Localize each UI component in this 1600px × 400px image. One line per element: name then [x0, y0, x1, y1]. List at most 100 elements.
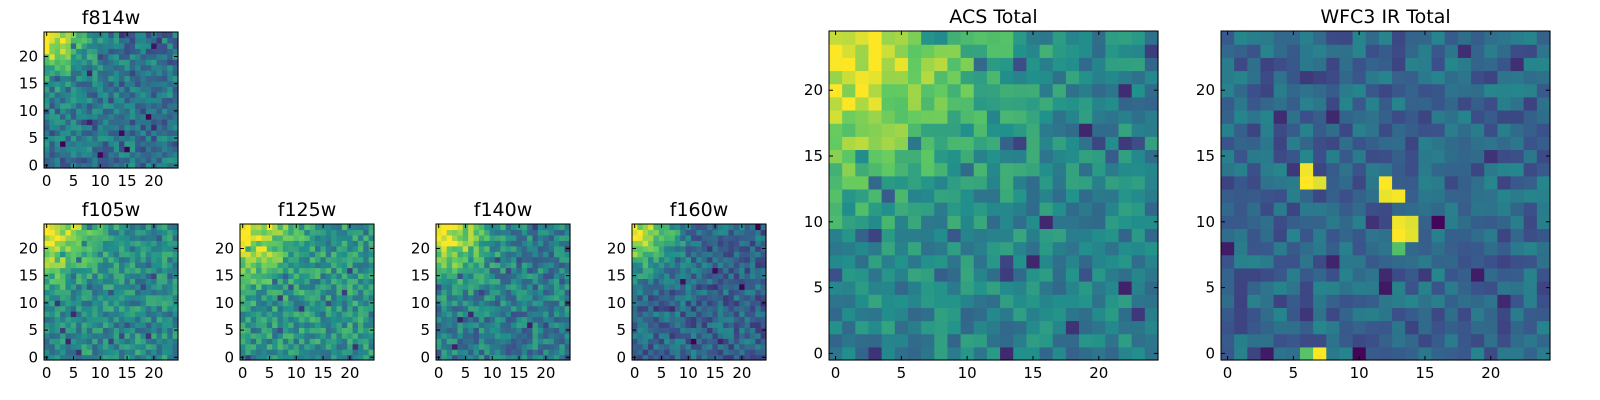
heatmap-cell — [140, 124, 147, 131]
heatmap-cell — [1392, 333, 1406, 348]
heatmap-cell — [145, 151, 152, 158]
heatmap-cell — [76, 102, 83, 109]
heatmap-cell — [135, 75, 142, 82]
heatmap-cell — [76, 267, 83, 274]
heatmap-cell — [894, 254, 909, 269]
heatmap-cell — [92, 332, 99, 339]
heatmap-cell — [336, 343, 343, 350]
heatmap-cell — [632, 234, 638, 241]
heatmap-cell — [532, 305, 539, 312]
heatmap-cell — [1536, 162, 1551, 177]
heatmap-cell — [1339, 136, 1354, 151]
heatmap-cell — [457, 278, 464, 285]
heatmap-cell — [140, 64, 147, 71]
heatmap-cell — [161, 146, 168, 153]
heatmap-cell — [1339, 123, 1354, 137]
heatmap-cell — [1339, 307, 1354, 322]
heatmap-cell — [156, 119, 163, 126]
heatmap-cell — [113, 278, 120, 285]
heatmap-cell — [304, 278, 311, 285]
heatmap-cell — [842, 83, 856, 98]
heatmap-cell — [245, 283, 252, 290]
heatmap-cell — [54, 91, 61, 98]
heatmap-cell — [309, 283, 316, 290]
heatmap-cell — [1299, 136, 1314, 151]
heatmap-cell — [452, 240, 459, 247]
heatmap-cell — [49, 245, 56, 252]
heatmap-cell — [54, 311, 61, 318]
heatmap-cell — [881, 149, 896, 164]
heatmap-cell — [1052, 333, 1067, 348]
heatmap-cell — [282, 256, 289, 263]
heatmap-cell — [1536, 57, 1551, 72]
heatmap-cell — [521, 229, 528, 236]
heatmap-cell — [44, 240, 50, 247]
heatmap-cell — [145, 75, 152, 82]
heatmap-cell — [441, 262, 448, 269]
heatmap-cell — [505, 289, 512, 296]
heatmap-cell — [1013, 96, 1027, 111]
heatmap-cell — [500, 289, 507, 296]
heatmap-cell — [1418, 123, 1433, 137]
heatmap-cell — [54, 294, 61, 301]
heatmap-cell — [1352, 70, 1367, 85]
heatmap-cell — [161, 327, 168, 334]
heatmap-cell — [723, 294, 730, 301]
heatmap-cell — [156, 162, 163, 169]
heatmap-cell — [516, 234, 523, 241]
heatmap-cell — [868, 44, 883, 58]
heatmap-cell — [102, 140, 109, 147]
heatmap-cell — [320, 343, 327, 350]
heatmap-cell — [1444, 281, 1459, 295]
heatmap-cell — [1536, 31, 1551, 45]
heatmap-cell — [947, 109, 962, 124]
heatmap-cell — [473, 234, 480, 241]
heatmap-cell — [92, 146, 99, 153]
heatmap-cell — [648, 251, 655, 258]
heatmap-cell — [76, 70, 83, 77]
heatmap-cell — [119, 124, 125, 131]
heatmap-cell — [298, 283, 305, 290]
heatmap-cell — [1497, 123, 1512, 137]
heatmap-cell — [468, 262, 475, 269]
heatmap-cell — [1273, 136, 1288, 151]
heatmap-cell — [489, 332, 496, 339]
heatmap-cell — [60, 124, 67, 131]
heatmap-cell — [1118, 123, 1133, 137]
heatmap-cell — [1378, 136, 1393, 151]
heatmap-cell — [907, 44, 922, 58]
heatmap-cell — [468, 316, 475, 323]
heatmap-cell — [124, 97, 131, 104]
heatmap-cell — [1131, 109, 1146, 124]
heatmap-cell — [960, 254, 975, 269]
heatmap-cell — [484, 305, 491, 312]
heatmap-cell — [894, 123, 909, 137]
heatmap-cell — [1079, 241, 1093, 256]
heatmap-cell — [733, 251, 740, 258]
heatmap-cell — [921, 241, 935, 256]
heatmap-cell — [1471, 307, 1485, 322]
heatmap-cell — [881, 320, 896, 335]
heatmap-cell — [145, 48, 152, 55]
heatmap-cell — [256, 240, 263, 247]
heatmap-cell — [108, 229, 115, 236]
heatmap-cell — [1418, 254, 1433, 269]
heatmap-cell — [65, 224, 72, 231]
heatmap-cell — [881, 294, 896, 308]
heatmap-cell — [494, 294, 501, 301]
heatmap-cell — [124, 251, 131, 258]
heatmap-cell — [309, 251, 316, 258]
heatmap-cell — [261, 294, 268, 301]
heatmap-cell — [973, 162, 988, 177]
heatmap-cell — [907, 175, 922, 190]
heatmap-cell — [1221, 149, 1235, 164]
x-tick-label: 5 — [657, 364, 667, 382]
heatmap-cell — [947, 267, 962, 282]
heatmap-cell — [1365, 281, 1380, 295]
heatmap-cell — [272, 327, 279, 334]
heatmap-cell — [261, 354, 268, 361]
heatmap-cell — [135, 113, 142, 120]
heatmap-cell — [341, 300, 348, 307]
heatmap-cell — [947, 320, 962, 335]
heatmap-cell — [500, 283, 507, 290]
